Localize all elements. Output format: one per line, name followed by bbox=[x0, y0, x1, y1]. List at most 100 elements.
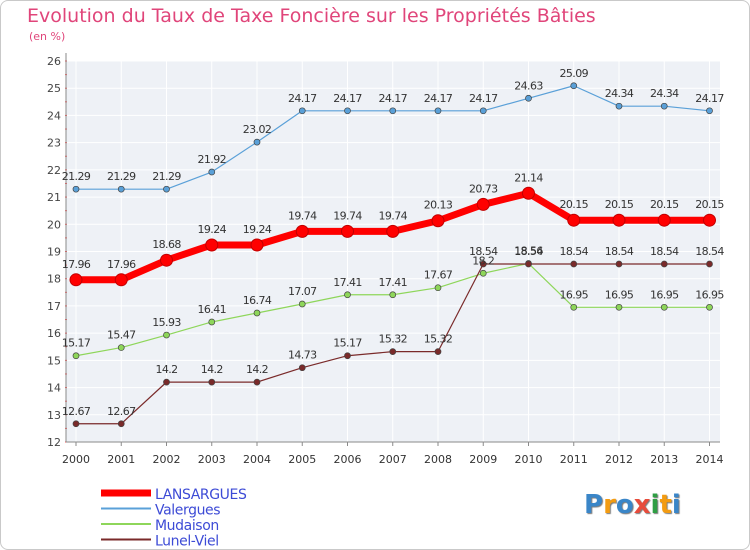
data-label: 21.14 bbox=[514, 171, 543, 184]
data-point bbox=[72, 420, 80, 428]
y-tick-label: 26 bbox=[47, 55, 61, 68]
data-label: 18.2 bbox=[472, 254, 494, 267]
data-point bbox=[476, 197, 490, 211]
data-label: 19.74 bbox=[333, 209, 362, 222]
y-tick-label: 21 bbox=[47, 191, 61, 204]
logo-letter: P bbox=[584, 490, 604, 520]
proxiti-logo: Proxiti bbox=[584, 490, 681, 520]
data-point bbox=[615, 102, 623, 110]
x-tick-label: 2004 bbox=[243, 453, 271, 466]
data-point bbox=[479, 269, 487, 277]
data-label: 15.47 bbox=[107, 329, 136, 342]
data-label: 24.17 bbox=[424, 92, 453, 105]
data-label: 17.41 bbox=[379, 276, 408, 289]
data-label: 24.34 bbox=[605, 87, 634, 100]
data-point bbox=[163, 185, 170, 193]
data-point bbox=[434, 107, 442, 115]
data-point bbox=[208, 168, 216, 176]
data-label: 21.29 bbox=[107, 170, 136, 183]
logo-letter: t bbox=[659, 490, 672, 520]
data-label: 16.95 bbox=[605, 288, 634, 301]
unit-label: (en %) bbox=[29, 30, 66, 43]
data-point bbox=[163, 331, 170, 339]
data-point bbox=[612, 213, 626, 227]
x-tick-label: 2008 bbox=[424, 453, 452, 466]
logo-letter: i bbox=[671, 490, 681, 520]
data-point bbox=[703, 213, 716, 227]
data-label: 20.73 bbox=[469, 182, 498, 195]
x-tick-label: 2001 bbox=[107, 453, 135, 466]
series-valergues bbox=[72, 82, 713, 193]
data-point bbox=[344, 352, 351, 360]
x-tick-label: 2005 bbox=[288, 453, 316, 466]
logo-letter: x bbox=[633, 490, 651, 520]
y-tick-label: 25 bbox=[47, 82, 61, 95]
data-label: 24.17 bbox=[333, 92, 362, 105]
y-tick-label: 24 bbox=[47, 109, 61, 122]
data-point bbox=[117, 420, 125, 428]
data-point bbox=[208, 318, 216, 326]
data-label: 15.32 bbox=[424, 333, 453, 346]
data-label: 16.41 bbox=[198, 303, 227, 316]
data-label: 19.24 bbox=[243, 223, 272, 236]
data-point bbox=[205, 238, 219, 252]
data-point bbox=[253, 309, 261, 317]
data-label: 21.29 bbox=[62, 170, 91, 183]
data-label: 20.15 bbox=[650, 198, 679, 211]
data-label: 24.63 bbox=[514, 79, 543, 92]
data-label: 17.96 bbox=[107, 258, 136, 271]
data-point bbox=[72, 352, 80, 360]
data-label: 12.67 bbox=[62, 405, 91, 418]
y-tick-label: 17 bbox=[47, 300, 61, 313]
data-label: 15.17 bbox=[333, 337, 362, 350]
chart-title: Evolution du Taux de Taxe Foncière sur l… bbox=[27, 5, 596, 27]
data-point bbox=[570, 82, 578, 90]
data-point bbox=[660, 102, 668, 110]
y-tick-label: 22 bbox=[47, 164, 61, 177]
series-lunel-viel bbox=[72, 260, 713, 428]
x-tick-label: 2007 bbox=[379, 453, 407, 466]
data-point bbox=[706, 107, 713, 115]
data-point bbox=[208, 378, 216, 386]
data-point bbox=[163, 378, 170, 386]
logo-letter: o bbox=[615, 490, 634, 520]
data-point bbox=[160, 253, 173, 267]
data-point bbox=[567, 213, 581, 227]
data-point bbox=[117, 185, 125, 193]
legend-label: Lunel-Viel bbox=[155, 534, 219, 550]
data-label: 18.54 bbox=[560, 245, 589, 258]
data-point bbox=[479, 107, 487, 115]
data-label: 17.07 bbox=[288, 285, 317, 298]
x-tick-label: 2013 bbox=[650, 453, 678, 466]
data-label: 15.32 bbox=[379, 333, 408, 346]
y-tick-label: 20 bbox=[47, 218, 61, 231]
data-point bbox=[525, 260, 532, 268]
data-point bbox=[570, 303, 578, 311]
legend-label: Mudaison bbox=[155, 518, 219, 534]
x-tick-label: 2006 bbox=[334, 453, 362, 466]
x-tick-label: 2009 bbox=[469, 453, 497, 466]
data-point bbox=[389, 107, 397, 115]
data-label: 16.95 bbox=[695, 288, 724, 301]
data-point bbox=[344, 291, 351, 299]
data-label: 14.2 bbox=[246, 363, 268, 376]
x-tick-label: 2002 bbox=[153, 453, 181, 466]
y-tick-label: 12 bbox=[47, 436, 61, 449]
data-point bbox=[615, 303, 623, 311]
data-point bbox=[295, 224, 309, 238]
data-point bbox=[298, 300, 306, 308]
data-label: 16.74 bbox=[243, 294, 272, 307]
data-point bbox=[344, 107, 351, 115]
data-point bbox=[660, 303, 668, 311]
data-point bbox=[298, 107, 306, 115]
data-point bbox=[253, 378, 261, 386]
data-point bbox=[706, 303, 713, 311]
data-point bbox=[525, 94, 532, 102]
data-label: 16.95 bbox=[650, 288, 679, 301]
x-tick-label: 2003 bbox=[198, 453, 226, 466]
data-point bbox=[72, 185, 80, 193]
data-label: 14.73 bbox=[288, 349, 317, 362]
data-point bbox=[114, 273, 128, 287]
